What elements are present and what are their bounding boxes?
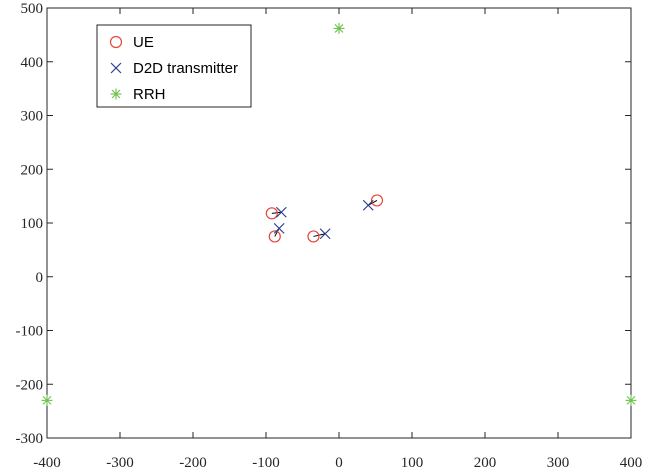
d2d-transmitter-point-stroke — [273, 222, 285, 234]
y-tick-label: -100 — [16, 324, 44, 340]
legend-label: RRH — [133, 86, 166, 103]
y-tick-label: -200 — [16, 377, 44, 393]
x-tick-label: 300 — [547, 455, 570, 471]
y-tick-label: 300 — [21, 109, 44, 125]
legend-marker-d2d-transmitter-stroke — [110, 62, 122, 74]
legend-label: D2D transmitter — [133, 60, 238, 77]
x-tick-label: -400 — [33, 455, 61, 471]
rrh-point-stroke — [334, 24, 344, 33]
d2d-transmitter-point — [362, 199, 374, 211]
y-tick-label: 500 — [21, 1, 44, 17]
d2d-transmitter-point-stroke — [275, 206, 287, 218]
x-tick-label: 100 — [401, 455, 424, 471]
ue-point — [370, 194, 384, 207]
y-tick-label: 400 — [21, 55, 44, 71]
d2d-transmitter-point — [273, 222, 285, 234]
legend-marker-ue — [109, 35, 123, 49]
y-tick-label: 0 — [36, 270, 44, 286]
rrh-point — [625, 394, 637, 406]
x-tick-label: 400 — [620, 455, 643, 471]
ue-d2d-links — [271, 199, 378, 237]
link-line — [271, 211, 282, 214]
rrh-point-stroke — [42, 395, 52, 405]
rrh-point — [333, 22, 345, 34]
ue-point — [268, 230, 281, 243]
y-tick-label: 100 — [21, 216, 44, 232]
axes — [46, 7, 632, 439]
ue-point — [265, 207, 278, 220]
ue-point — [307, 230, 320, 243]
legend-marker-d2d-transmitter — [110, 62, 122, 74]
x-tick-label: 200 — [474, 455, 497, 471]
d2d-transmitter-point-stroke — [362, 199, 374, 211]
data-points — [41, 22, 637, 406]
x-tick-label: -200 — [179, 455, 207, 471]
y-tick-label: -300 — [16, 431, 44, 447]
rrh-point-stroke — [626, 395, 636, 405]
legend-marker-rrh-stroke — [111, 89, 121, 99]
x-tick-label: 0 — [335, 455, 343, 471]
y-tick-label: 200 — [21, 162, 44, 178]
d2d-transmitter-point-stroke — [319, 228, 331, 240]
x-tick-label: -100 — [252, 455, 280, 471]
x-tick-label: -300 — [106, 455, 134, 471]
d2d-transmitter-point — [275, 206, 287, 218]
tick-labels: -400 -300 -200 -100 0 100 200 300 400 -300 -200 -10… — [16, 1, 643, 471]
legend: UE D2D transmitter RRH — [96, 24, 252, 108]
legend-box — [96, 24, 252, 108]
legend-marker-rrh — [110, 88, 122, 100]
legend-label: UE — [133, 34, 154, 51]
d2d-transmitter-point — [319, 228, 331, 240]
rrh-point — [41, 394, 53, 406]
